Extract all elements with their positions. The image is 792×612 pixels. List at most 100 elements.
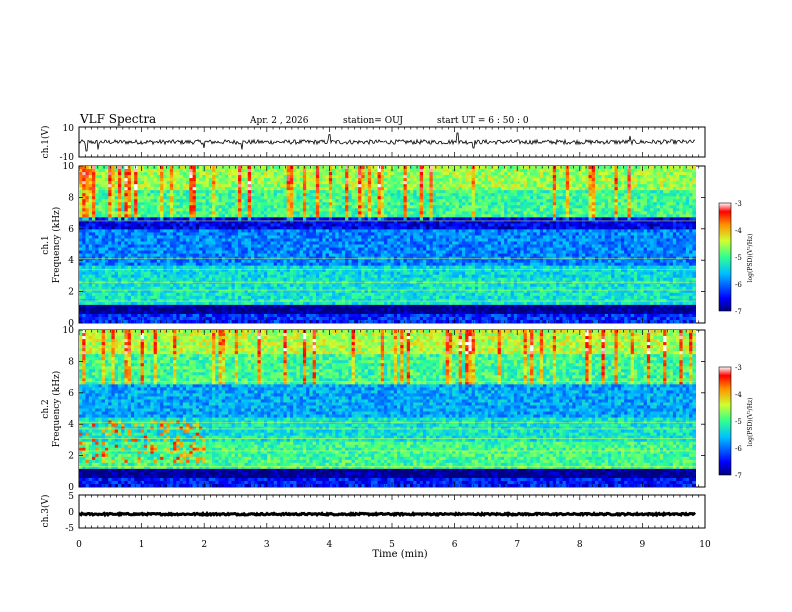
spectrogram-cell bbox=[315, 295, 320, 300]
spectrogram-cell bbox=[348, 220, 353, 224]
spectrogram-cell bbox=[121, 310, 125, 315]
spectrogram-cell bbox=[319, 268, 323, 273]
spectrogram-cell bbox=[228, 226, 232, 230]
spectrogram-cell bbox=[267, 301, 271, 306]
spectrogram-cell bbox=[98, 232, 103, 236]
spectrogram-cell bbox=[101, 220, 106, 224]
spectrogram-cell bbox=[325, 184, 330, 188]
spectrogram-cell bbox=[111, 271, 116, 276]
spectrogram-cell bbox=[325, 310, 330, 315]
spectrogram-cell bbox=[380, 259, 385, 264]
spectrogram-cell bbox=[283, 220, 288, 224]
spectrogram-cell bbox=[147, 226, 151, 230]
spectrogram-cell bbox=[335, 313, 340, 318]
spectrogram-cell bbox=[387, 220, 391, 224]
spectrogram-cell bbox=[169, 283, 174, 288]
spectrogram-cell bbox=[182, 262, 187, 267]
spectrogram-cell bbox=[254, 310, 258, 315]
spectrogram-cell bbox=[241, 178, 245, 182]
spectrogram-cell bbox=[95, 256, 99, 260]
spectrogram-cell bbox=[374, 166, 378, 170]
spectrogram-cell bbox=[147, 286, 151, 291]
spectrogram-cell bbox=[286, 310, 291, 315]
spectrogram-cell bbox=[212, 244, 216, 248]
spectrogram-cell bbox=[263, 250, 268, 254]
spectrogram-cell bbox=[312, 169, 317, 173]
spectrogram-cell bbox=[173, 262, 177, 267]
spectrogram-cell bbox=[195, 184, 200, 188]
spectrogram-cell bbox=[306, 295, 310, 300]
spectrogram-cell bbox=[95, 166, 99, 170]
spectrogram-cell bbox=[225, 259, 229, 264]
spectrogram-cell bbox=[98, 295, 103, 300]
spectrogram-cell bbox=[166, 202, 171, 206]
spectrogram-cell bbox=[147, 304, 151, 309]
spectrogram-cell bbox=[273, 304, 278, 309]
spectrogram-cell bbox=[121, 211, 125, 215]
spectrogram-cell bbox=[283, 184, 288, 188]
spectrogram-cell bbox=[137, 193, 142, 197]
spectrogram-cell bbox=[302, 292, 307, 297]
spectrogram-cell bbox=[163, 205, 168, 209]
spectrogram-cell bbox=[380, 310, 385, 315]
spectrogram-cell bbox=[380, 274, 385, 279]
spectrogram-cell bbox=[338, 316, 343, 321]
spectrogram-cell bbox=[234, 205, 239, 209]
spectrogram-cell bbox=[328, 166, 333, 170]
spectrogram-cell bbox=[176, 259, 181, 264]
spectrogram-cell bbox=[163, 178, 168, 182]
spectrogram-cell bbox=[179, 247, 184, 251]
spectrogram-cell bbox=[257, 295, 262, 300]
spectrogram-cell bbox=[338, 271, 343, 276]
spectrogram-cell bbox=[208, 220, 213, 224]
spectrogram-cell bbox=[280, 274, 284, 279]
spectrogram-cell bbox=[85, 208, 90, 212]
spectrogram-cell bbox=[299, 319, 304, 324]
spectrogram-cell bbox=[147, 220, 151, 224]
spectrogram-cell bbox=[270, 196, 275, 200]
spectrogram-cell bbox=[296, 181, 301, 185]
spectrogram-cell bbox=[137, 250, 142, 254]
spectrogram-cell bbox=[215, 211, 219, 215]
spectrogram-cell bbox=[140, 214, 145, 218]
spectrogram-cell bbox=[367, 247, 372, 251]
spectrogram-cell bbox=[124, 181, 129, 185]
spectrogram-cell bbox=[169, 226, 174, 230]
spectrogram-cell bbox=[182, 319, 187, 324]
spectrogram-cell bbox=[140, 316, 145, 321]
spectrogram-cell bbox=[153, 265, 158, 270]
spectrogram-cell bbox=[143, 298, 148, 303]
spectrogram-cell bbox=[208, 172, 213, 176]
spectrogram-cell bbox=[176, 178, 181, 182]
spectrogram-cell bbox=[345, 271, 349, 276]
spectrogram-cell bbox=[189, 199, 193, 203]
spectrogram-cell bbox=[238, 262, 242, 267]
spectrogram-cell bbox=[88, 268, 93, 273]
spectrogram-cell bbox=[244, 262, 249, 267]
spectrogram-cell bbox=[364, 184, 369, 188]
spectrogram-cell bbox=[143, 193, 148, 197]
spectrogram-cell bbox=[377, 232, 382, 236]
spectrogram-cell bbox=[111, 178, 116, 182]
spectrogram-cell bbox=[345, 253, 349, 257]
spectrogram-cell bbox=[215, 304, 219, 309]
spectrogram-cell bbox=[367, 211, 372, 215]
spectrogram-cell bbox=[195, 169, 200, 173]
spectrogram-cell bbox=[348, 262, 353, 267]
spectrogram-cell bbox=[208, 265, 213, 270]
spectrogram-cell bbox=[212, 193, 216, 197]
spectrogram-cell bbox=[199, 190, 203, 194]
spectrogram-cell bbox=[280, 304, 284, 309]
spectrogram-cell bbox=[251, 310, 255, 315]
spectrogram-cell bbox=[315, 316, 320, 321]
spectrogram-cell bbox=[354, 220, 359, 224]
spectrogram-cell bbox=[150, 253, 155, 257]
spectrogram-cell bbox=[254, 316, 258, 321]
spectrogram-cell bbox=[371, 172, 375, 176]
spectrogram-cell bbox=[273, 232, 278, 236]
spectrogram-cell bbox=[189, 211, 193, 215]
spectrogram-cell bbox=[257, 172, 262, 176]
spectrogram-cell bbox=[218, 196, 223, 200]
spectrogram-cell bbox=[238, 313, 242, 318]
spectrogram-cell bbox=[241, 316, 245, 321]
